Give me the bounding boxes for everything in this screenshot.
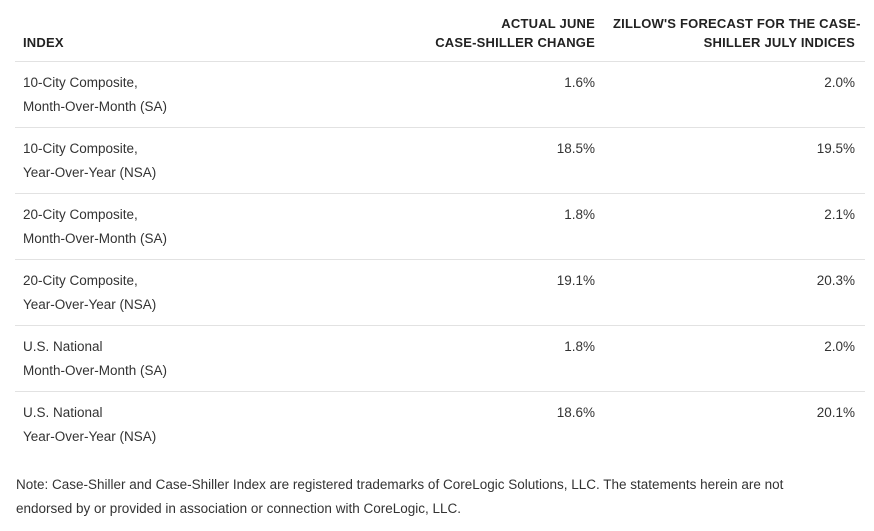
index-name: 10-City Composite, — [23, 75, 138, 90]
header-index-label: INDEX — [23, 35, 64, 50]
index-name: U.S. National — [23, 339, 103, 354]
index-period: Year-Over-Year (NSA) — [23, 165, 157, 180]
header-row: INDEX ACTUAL JUNE CASE-SHILLER CHANGE ZI… — [15, 0, 865, 62]
header-actual-line1: ACTUAL JUNE — [501, 16, 595, 31]
table-row: 10-City Composite, Year-Over-Year (NSA) … — [15, 127, 865, 194]
note-line1: Note: Case-Shiller and Case-Shiller Inde… — [16, 477, 784, 492]
header-forecast-line2: SHILLER JULY INDICES — [703, 35, 855, 50]
index-name: U.S. National — [23, 405, 103, 420]
table-row: U.S. National Month-Over-Month (SA) 1.8%… — [15, 325, 865, 392]
table-row: 20-City Composite, Year-Over-Year (NSA) … — [15, 259, 865, 326]
index-cell: U.S. National Month-Over-Month (SA) — [15, 325, 415, 392]
actual-change-cell: 18.6% — [556, 405, 595, 420]
actual-change-cell: 1.8% — [415, 325, 605, 392]
index-period: Month-Over-Month (SA) — [23, 99, 168, 114]
index-period: Month-Over-Month (SA) — [23, 231, 168, 246]
index-period: Year-Over-Year (NSA) — [23, 429, 157, 444]
index-cell: 20-City Composite, Month-Over-Month (SA) — [15, 193, 415, 260]
index-name: 10-City Composite, — [23, 141, 138, 156]
index-cell: U.S. National Year-Over-Year (NSA) — [15, 392, 415, 458]
table-row: 20-City Composite, Month-Over-Month (SA)… — [15, 193, 865, 260]
forecast-cell: 20.1% — [816, 405, 855, 420]
forecast-cell: 19.5% — [605, 127, 865, 194]
actual-change-cell: 18.5% — [415, 127, 605, 194]
forecast-cell: 2.0% — [605, 325, 865, 392]
header-actual-change: ACTUAL JUNE CASE-SHILLER CHANGE — [415, 0, 605, 62]
header-forecast-line1: ZILLOW'S FORECAST FOR THE CASE- — [613, 16, 861, 31]
table-body: 10-City Composite, Month-Over-Month (SA)… — [15, 61, 865, 458]
forecast-table-container: INDEX ACTUAL JUNE CASE-SHILLER CHANGE ZI… — [15, 0, 865, 457]
case-shiller-forecast-table: INDEX ACTUAL JUNE CASE-SHILLER CHANGE ZI… — [15, 0, 865, 457]
actual-change-cell: 1.6% — [415, 61, 605, 128]
index-period: Year-Over-Year (NSA) — [23, 297, 157, 312]
forecast-cell: 2.0% — [605, 61, 865, 128]
header-actual-line2: CASE-SHILLER CHANGE — [435, 35, 595, 50]
index-cell: 10-City Composite, Month-Over-Month (SA) — [15, 61, 415, 128]
table-header: INDEX ACTUAL JUNE CASE-SHILLER CHANGE ZI… — [15, 0, 865, 62]
actual-change-cell: 19.1% — [415, 259, 605, 326]
forecast-cell: 2.1% — [605, 193, 865, 260]
actual-change-cell: 1.8% — [415, 193, 605, 260]
index-cell: 10-City Composite, Year-Over-Year (NSA) — [15, 127, 415, 194]
index-cell: 20-City Composite, Year-Over-Year (NSA) — [15, 259, 415, 326]
trademark-note: Note: Case-Shiller and Case-Shiller Inde… — [16, 473, 866, 521]
table-row: 10-City Composite, Month-Over-Month (SA)… — [15, 61, 865, 128]
forecast-cell: 20.3% — [605, 259, 865, 326]
table-row: U.S. National Year-Over-Year (NSA) 18.6%… — [15, 392, 865, 458]
index-name: 20-City Composite, — [23, 273, 138, 288]
index-name: 20-City Composite, — [23, 207, 138, 222]
note-line2: endorsed by or provided in association o… — [16, 501, 462, 516]
header-index: INDEX — [15, 0, 415, 62]
header-zillow-forecast: ZILLOW'S FORECAST FOR THE CASE- SHILLER … — [605, 0, 865, 62]
index-period: Month-Over-Month (SA) — [23, 363, 168, 378]
